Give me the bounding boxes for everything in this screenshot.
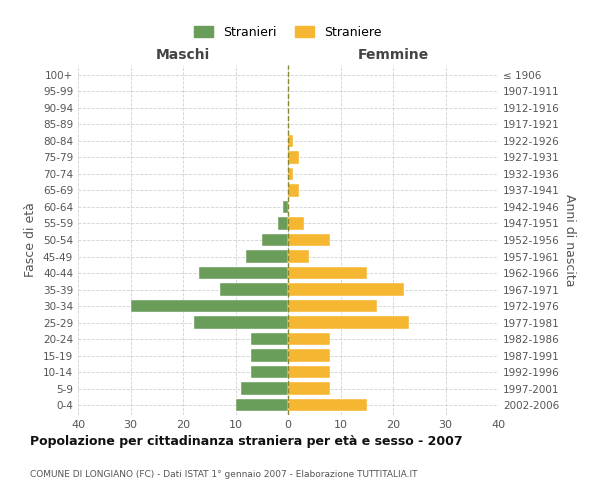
Text: COMUNE DI LONGIANO (FC) - Dati ISTAT 1° gennaio 2007 - Elaborazione TUTTITALIA.I: COMUNE DI LONGIANO (FC) - Dati ISTAT 1° …: [30, 470, 418, 479]
Bar: [288, 399, 367, 411]
Bar: [288, 168, 293, 180]
Bar: [288, 250, 309, 262]
Bar: [288, 234, 330, 246]
Bar: [288, 267, 367, 279]
Bar: [277, 218, 288, 230]
Bar: [262, 234, 288, 246]
Bar: [288, 382, 330, 395]
Text: Maschi: Maschi: [156, 48, 210, 62]
Bar: [288, 218, 304, 230]
Bar: [251, 333, 288, 345]
Bar: [288, 300, 377, 312]
Bar: [193, 316, 288, 328]
Text: Femmine: Femmine: [358, 48, 428, 62]
Y-axis label: Fasce di età: Fasce di età: [25, 202, 37, 278]
Bar: [288, 152, 299, 164]
Bar: [241, 382, 288, 395]
Bar: [199, 267, 288, 279]
Y-axis label: Anni di nascita: Anni di nascita: [563, 194, 576, 286]
Bar: [130, 300, 288, 312]
Bar: [235, 399, 288, 411]
Bar: [288, 350, 330, 362]
Text: Popolazione per cittadinanza straniera per età e sesso - 2007: Popolazione per cittadinanza straniera p…: [30, 435, 463, 448]
Legend: Stranieri, Straniere: Stranieri, Straniere: [194, 26, 382, 39]
Bar: [220, 284, 288, 296]
Bar: [246, 250, 288, 262]
Bar: [251, 366, 288, 378]
Bar: [283, 201, 288, 213]
Bar: [288, 135, 293, 147]
Bar: [288, 366, 330, 378]
Bar: [288, 184, 299, 196]
Bar: [288, 284, 404, 296]
Bar: [251, 350, 288, 362]
Bar: [288, 316, 409, 328]
Bar: [288, 333, 330, 345]
